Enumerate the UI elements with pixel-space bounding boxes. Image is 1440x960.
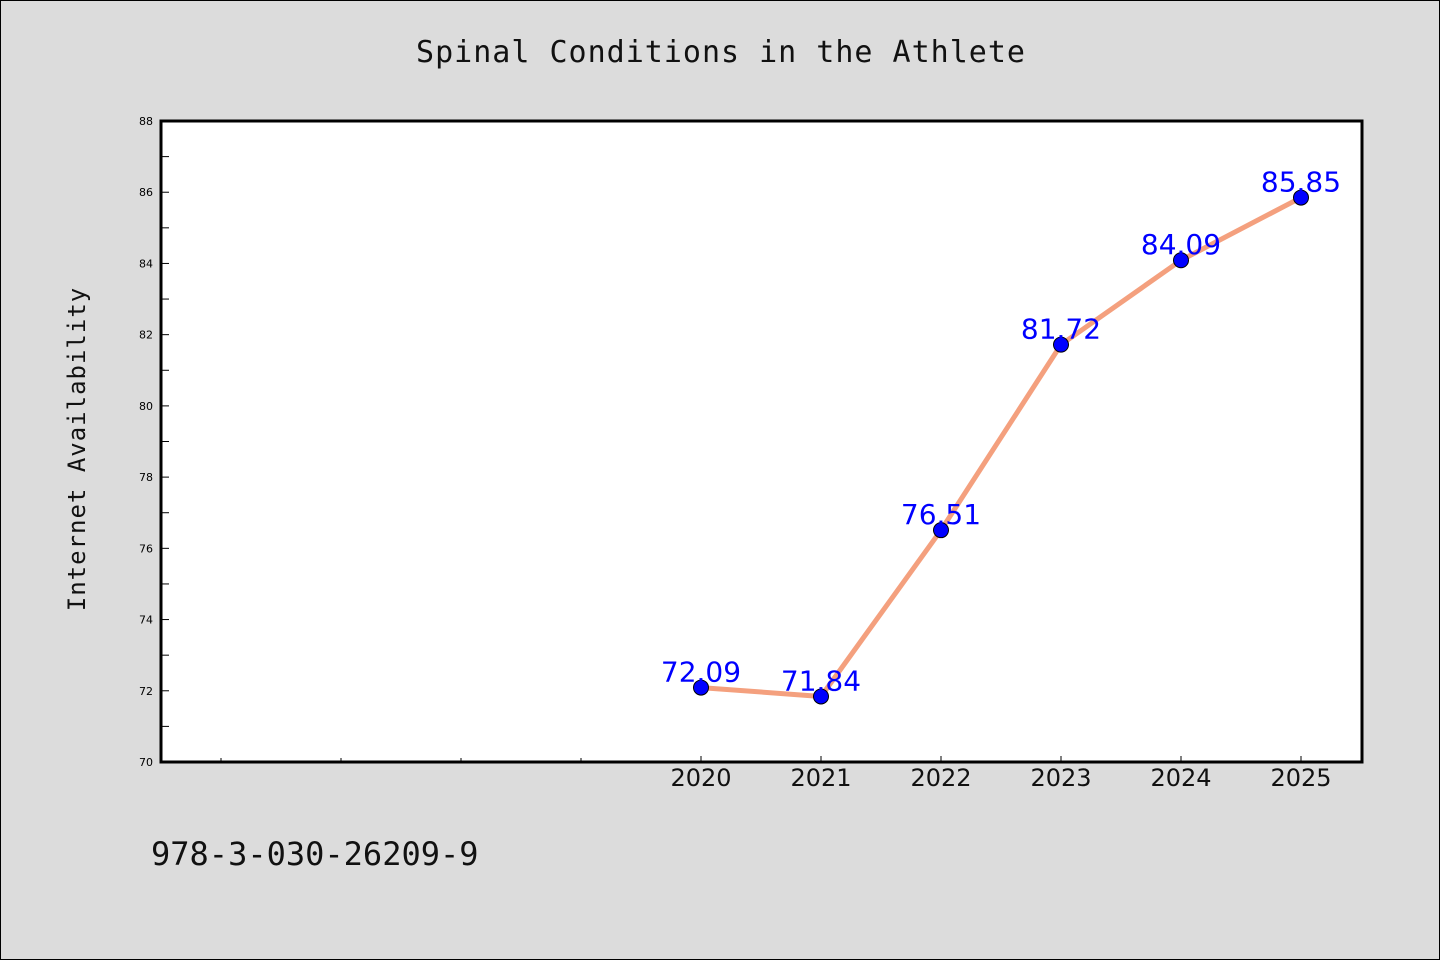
y-tick-label: 78 [139, 471, 153, 484]
data-label: 76.51 [901, 498, 981, 531]
x-tick-label: 2025 [1270, 764, 1331, 792]
data-label: 85.85 [1261, 166, 1341, 199]
isbn-text: 978-3-030-26209-9 [151, 835, 479, 873]
x-tick-label: 2023 [1030, 764, 1091, 792]
y-tick-label: 88 [139, 115, 153, 128]
data-label: 84.09 [1141, 228, 1221, 261]
y-tick-label: 76 [139, 542, 153, 555]
data-label: 81.72 [1021, 313, 1101, 346]
data-label: 71.84 [781, 664, 861, 697]
data-point [693, 679, 709, 696]
data-label: 72.09 [661, 656, 741, 689]
x-tick-label: 2021 [790, 764, 851, 792]
data-point [933, 522, 949, 539]
y-tick-label: 72 [139, 685, 153, 698]
x-tick-label: 2020 [670, 764, 731, 792]
y-tick-label: 82 [139, 329, 153, 342]
y-tick-label: 70 [139, 756, 153, 769]
data-point [1053, 336, 1069, 353]
x-tick-label: 2024 [1150, 764, 1211, 792]
y-tick-label: 74 [139, 614, 153, 627]
x-tick-label: 2022 [910, 764, 971, 792]
chart-title: Spinal Conditions in the Athlete [416, 35, 1026, 70]
data-point [813, 688, 829, 705]
series-line [700, 195, 1303, 699]
y-tick-label: 80 [139, 400, 153, 413]
y-tick-label: 84 [139, 257, 153, 270]
data-point [1293, 189, 1309, 206]
data-point [1173, 252, 1189, 269]
plot-area [159, 119, 1364, 764]
y-tick-label: 86 [139, 186, 153, 199]
